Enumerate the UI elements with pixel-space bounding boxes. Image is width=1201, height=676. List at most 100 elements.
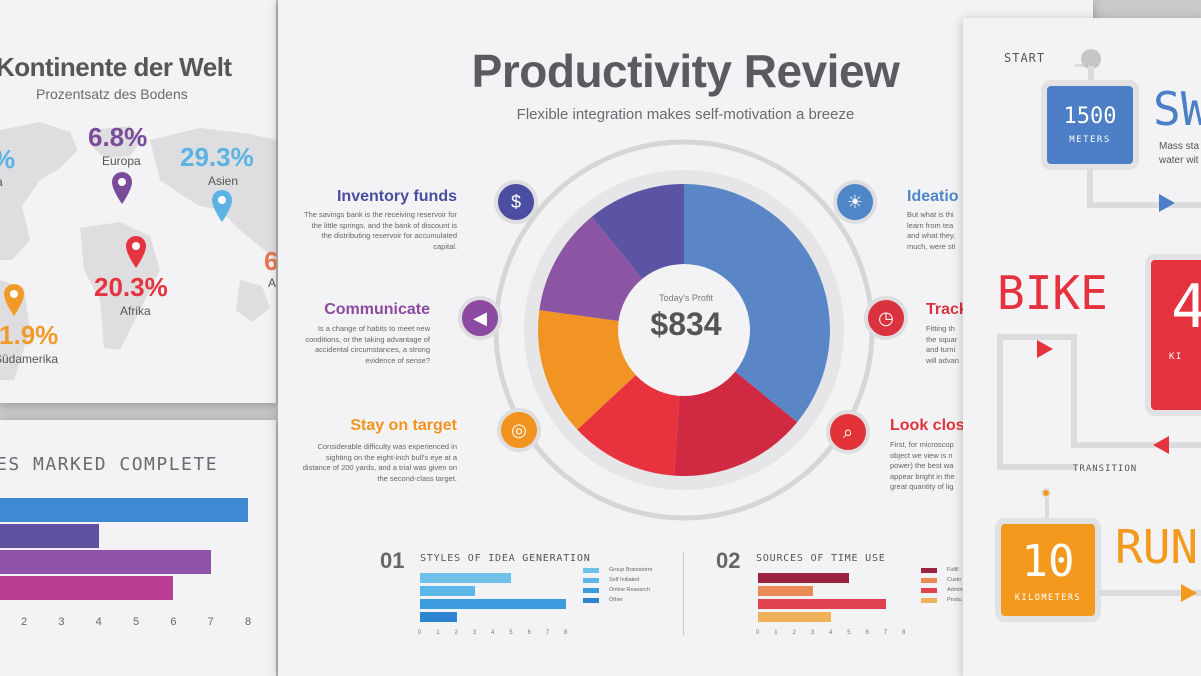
section-title-inventory: Inventory funds xyxy=(336,188,457,205)
legend-label: Self Initiated xyxy=(609,577,640,583)
region-value-asien: 29.3% xyxy=(180,142,254,172)
legend-label: Produ xyxy=(947,597,962,603)
target-icon: ◎ xyxy=(497,408,541,452)
legend-label: Fulfil xyxy=(947,567,959,573)
start-label: START xyxy=(1004,51,1046,65)
tick-label: 4 xyxy=(491,630,495,636)
page-subtitle: Flexible integration makes self-motivati… xyxy=(516,106,855,123)
bike-unit: KI xyxy=(1169,352,1183,362)
tick-label: 6 xyxy=(527,630,531,636)
tick-label: 5 xyxy=(509,630,513,636)
lightbulb-icon: ☀ xyxy=(833,180,877,224)
dollar-icon: $ xyxy=(494,180,538,224)
world-map-card: Kontinente der Welt Prozentsatz des Bode… xyxy=(0,0,276,403)
swim-word: SW xyxy=(1153,82,1201,136)
tick-label: 3 xyxy=(472,630,477,636)
tick-label: 7 xyxy=(207,616,214,628)
tick-label: 8 xyxy=(245,616,252,628)
swim-unit: METERS xyxy=(1069,135,1111,145)
map-pin-icon xyxy=(112,172,132,204)
legend-label: Other xyxy=(609,597,623,603)
legend-swatch xyxy=(583,598,599,603)
bar xyxy=(0,576,174,600)
donut-chart xyxy=(493,139,875,521)
divider xyxy=(683,552,684,636)
section-text-look: First, for microscop object we view is n… xyxy=(890,440,955,491)
tasks-chart-card: ES MARKED COMPLETE 2 3 4 5 6 7 8 xyxy=(0,420,276,676)
path-line xyxy=(997,464,1077,470)
region-value-suedamerika: 11.9% xyxy=(0,320,59,350)
legend-swatch xyxy=(921,568,937,573)
chart-number: 02 xyxy=(716,548,741,573)
bar xyxy=(420,586,475,596)
path-line xyxy=(997,334,1077,340)
tick-label: 5 xyxy=(847,630,851,636)
transition-dot xyxy=(1041,488,1051,498)
tick-label: 7 xyxy=(545,630,550,636)
region-value: 6 xyxy=(264,246,276,276)
arrow-right-icon xyxy=(1159,194,1175,212)
bike-number: 4 xyxy=(1171,272,1201,342)
tick-label: 1 xyxy=(436,630,440,636)
start-dot xyxy=(1081,49,1101,69)
section-text-target: Considerable difficulty was experienced … xyxy=(302,442,457,483)
map-pin-icon xyxy=(212,190,232,222)
profit-label: Today's Profit xyxy=(659,293,713,303)
legend-swatch xyxy=(583,588,599,593)
legend-label: Online Research xyxy=(609,587,650,593)
productivity-review-card: Productivity Review Flexible integration… xyxy=(278,0,1093,676)
region-name-asien: Asien xyxy=(208,174,239,188)
legend-swatch xyxy=(921,578,937,583)
region-name-europa: Europa xyxy=(102,154,141,168)
section-title-communicate: Communicate xyxy=(324,301,430,318)
arrow-left-icon xyxy=(1153,436,1169,454)
swim-desc: water wit xyxy=(1159,155,1199,166)
tick-label: 8 xyxy=(902,630,906,636)
region-name: a xyxy=(0,175,3,189)
tick-label: 1 xyxy=(774,630,778,636)
map-subtitle: Prozentsatz des Bodens xyxy=(36,86,188,102)
bar xyxy=(758,586,813,596)
transition-label: TRANSITION xyxy=(1073,464,1138,474)
swim-desc: Mass sta xyxy=(1159,141,1200,152)
stopwatch-icon: ◷ xyxy=(864,296,908,340)
run-box: 10 KILOMETERS xyxy=(995,518,1101,622)
tick-label: 2 xyxy=(792,630,796,636)
bike-word: BIKE xyxy=(997,266,1108,320)
tick-label: 2 xyxy=(21,616,28,628)
chart-number: 01 xyxy=(380,548,405,573)
bar xyxy=(758,599,886,609)
arrow-right-icon xyxy=(1037,340,1053,358)
path-line xyxy=(1071,334,1077,414)
path-line xyxy=(1088,66,1094,84)
map-pin-icon xyxy=(126,236,146,268)
swim-number: 1500 xyxy=(1063,104,1117,129)
triathlon-card: START 1500 METERS SW Mass sta water wit … xyxy=(963,18,1201,676)
tick-label: 4 xyxy=(829,630,833,636)
tick-label: 6 xyxy=(865,630,869,636)
path-line xyxy=(1071,442,1201,448)
bar xyxy=(0,524,99,548)
bar xyxy=(758,573,850,583)
arrow-right-icon xyxy=(1181,584,1197,602)
section-text-ideation: But what is thi learn from tea and what … xyxy=(907,210,956,251)
bike-box: 4 KI xyxy=(1145,254,1201,416)
bar xyxy=(0,498,248,522)
region-name-afrika: Afrika xyxy=(120,304,151,318)
region-value: % xyxy=(0,144,15,175)
tick-label: 4 xyxy=(95,616,102,628)
tick-label: 0 xyxy=(418,630,422,636)
legend-swatch xyxy=(583,568,599,573)
region-name: A xyxy=(268,276,276,290)
path-line xyxy=(1087,202,1201,208)
section-text-communicate: Is a change of habits to meet new condit… xyxy=(305,324,430,365)
bar xyxy=(0,550,211,574)
tick-label: 5 xyxy=(133,616,140,628)
tick-label: 3 xyxy=(58,616,65,628)
section-title-target: Stay on target xyxy=(350,417,457,434)
legend-swatch xyxy=(583,578,599,583)
section-title-look: Look clos xyxy=(890,417,965,434)
region-name-suedamerika: Südamerika xyxy=(0,352,59,366)
bar xyxy=(420,599,566,609)
region-value-europa: 6.8% xyxy=(88,122,148,152)
